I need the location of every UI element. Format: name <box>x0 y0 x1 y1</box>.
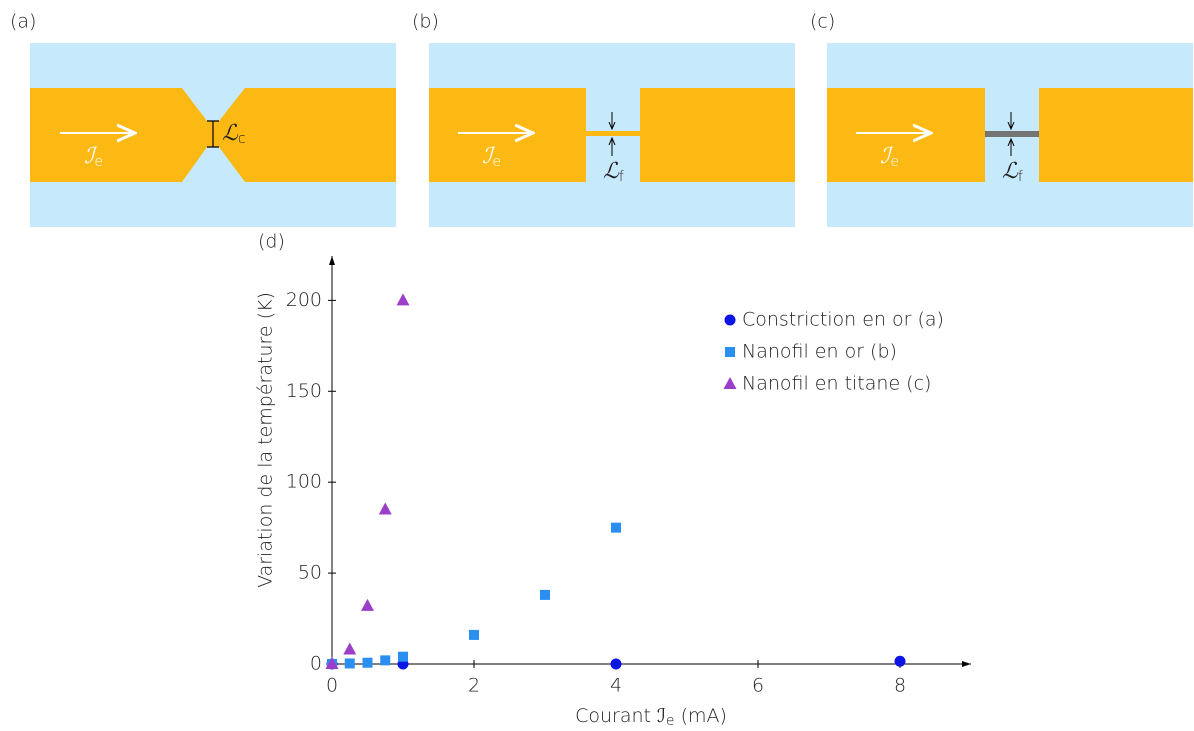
y-tick-label: 150 <box>286 380 322 402</box>
y-axis-label: Variation de la température (K) <box>255 292 277 588</box>
marker-triangle <box>378 502 392 515</box>
y-tick-label: 200 <box>286 289 322 311</box>
dimension-label: ℒf <box>603 159 624 185</box>
x-tick-label: 0 <box>326 675 338 697</box>
x-tick-label: 8 <box>894 675 906 697</box>
panel-a: (a) ℐe ℒc <box>10 11 396 227</box>
panel-label: (c) <box>810 11 835 33</box>
panel-label: (a) <box>10 11 36 33</box>
marker-square <box>725 347 735 357</box>
gold-pad <box>429 88 586 182</box>
marker-square <box>469 629 479 640</box>
legend-label: Nanofil en titane (c) <box>742 373 931 395</box>
titanium-nanowire <box>985 131 1039 137</box>
marker-square <box>362 657 373 668</box>
marker-square <box>398 651 408 662</box>
legend-label: Nanofil en or (b) <box>742 341 897 363</box>
legend-label: Constriction en or (a) <box>742 309 944 331</box>
y-tick-label: 100 <box>286 471 322 493</box>
panel-label: (b) <box>412 11 439 33</box>
gold-pad <box>827 88 985 182</box>
gold-pad <box>1039 88 1193 182</box>
x-axis-label: Courant ℐe (mA) <box>575 705 727 730</box>
gold-nanowire <box>586 131 640 136</box>
marker-triangle <box>361 598 374 611</box>
marker-triangle <box>343 642 357 655</box>
dimension-label: ℒc <box>222 121 246 147</box>
marker-square <box>344 658 355 669</box>
panel-b: (b) ℐe ℒf <box>412 11 795 227</box>
x-tick-label: 4 <box>610 675 622 697</box>
marker-square <box>380 655 391 666</box>
marker-circle <box>724 314 736 326</box>
marker-circle <box>894 655 906 667</box>
y-tick-label: 50 <box>298 562 322 584</box>
x-tick-label: 6 <box>752 675 764 697</box>
gold-pad <box>640 88 795 182</box>
marker-triangle <box>396 293 410 306</box>
panel-label: (d) <box>258 231 285 253</box>
marker-triangle <box>723 377 737 389</box>
x-tick-label: 2 <box>468 675 480 697</box>
marker-square <box>540 589 550 600</box>
dimension-label: ℒf <box>1002 159 1023 185</box>
y-tick-label: 0 <box>310 653 322 675</box>
marker-triangle <box>325 657 339 669</box>
dimension-bracket <box>207 120 219 148</box>
panel-c: (c) ℐe ℒf <box>810 11 1193 227</box>
marker-square <box>611 522 621 533</box>
marker-circle <box>610 658 622 670</box>
